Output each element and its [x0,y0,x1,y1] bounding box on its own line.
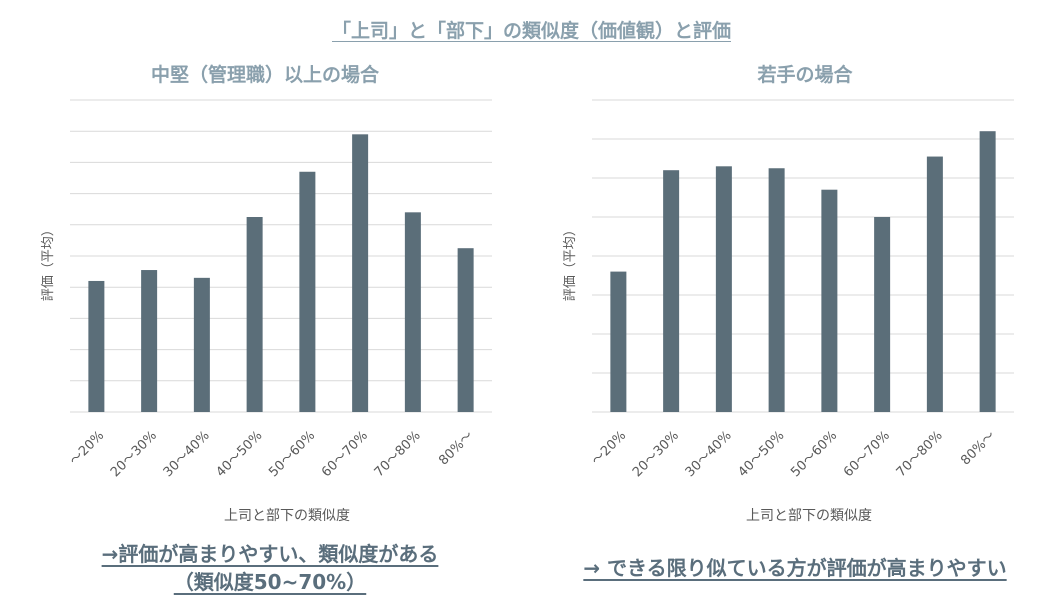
left-chart: ～20% 20～30% 30～40% 40～50% 50～60% 60～70% 70～80%… [41,99,492,524]
right-tick-label: 30～40% [683,428,735,480]
right-bar [715,166,732,412]
left-bar [457,248,474,412]
left-bar [246,217,263,412]
right-bar [874,217,891,412]
left-x-axis-label: 上司と部下の類似度 [224,508,350,524]
right-bar [663,170,680,412]
right-x-axis-label: 上司と部下の類似度 [746,508,872,524]
right-conclusion: → できる限り似ている方が評価が高まりやすい [583,556,1007,580]
right-tick-label: 80%～ [958,428,998,468]
right-tick-label: ～20% [589,428,629,468]
right-bar [768,168,785,412]
right-bar [926,156,943,412]
right-y-axis-label: 評価（平均） [563,223,578,301]
right-tick-label: 70～80% [894,428,946,480]
left-bar [404,212,421,412]
left-bar [141,270,158,412]
right-bar [610,271,627,412]
left-bar [299,171,316,412]
left-conclusion-line1: →評価が高まりやすい、類似度がある [101,542,439,566]
right-tick-label: 40～50% [736,428,788,480]
left-conclusion-line2: （類似度50~70%） [173,570,367,594]
left-bar [193,277,210,412]
right-tick-label: 20～30% [630,428,682,480]
left-conclusion: →評価が高まりやすい、類似度がある （類似度50~70%） [40,540,500,596]
right-chart-title: 若手の場合 [757,64,853,86]
left-bar [88,280,105,412]
right-tick-label: 50～60% [788,428,840,480]
main-title: 「上司」と「部下」の類似度（価値観）と評価 [331,20,731,42]
left-y-axis-label: 評価（平均） [41,223,56,301]
right-tick-label: 60～70% [841,428,893,480]
right-chart: ～20% 20～30% 30～40% 40～50% 50～60% 60～70% 70～80%… [563,99,1014,524]
right-bar [979,131,996,412]
left-bar [352,134,369,412]
left-chart-title: 中堅（管理職）以上の場合 [150,64,379,86]
right-bar [821,189,838,412]
